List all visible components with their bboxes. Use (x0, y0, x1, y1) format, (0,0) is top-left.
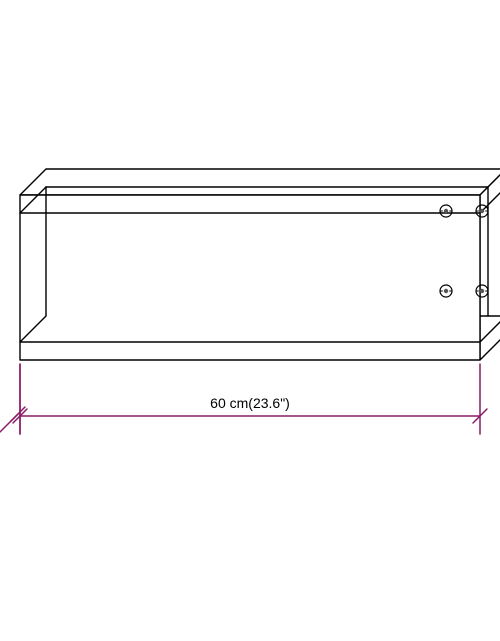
shelf-diagram: 60 cm(23.6") (0, 0, 500, 641)
shelf-front-face (20, 187, 488, 360)
dimension-width-label: 60 cm(23.6") (210, 395, 290, 411)
dimension-annotations: 60 cm(23.6") (0, 364, 487, 449)
